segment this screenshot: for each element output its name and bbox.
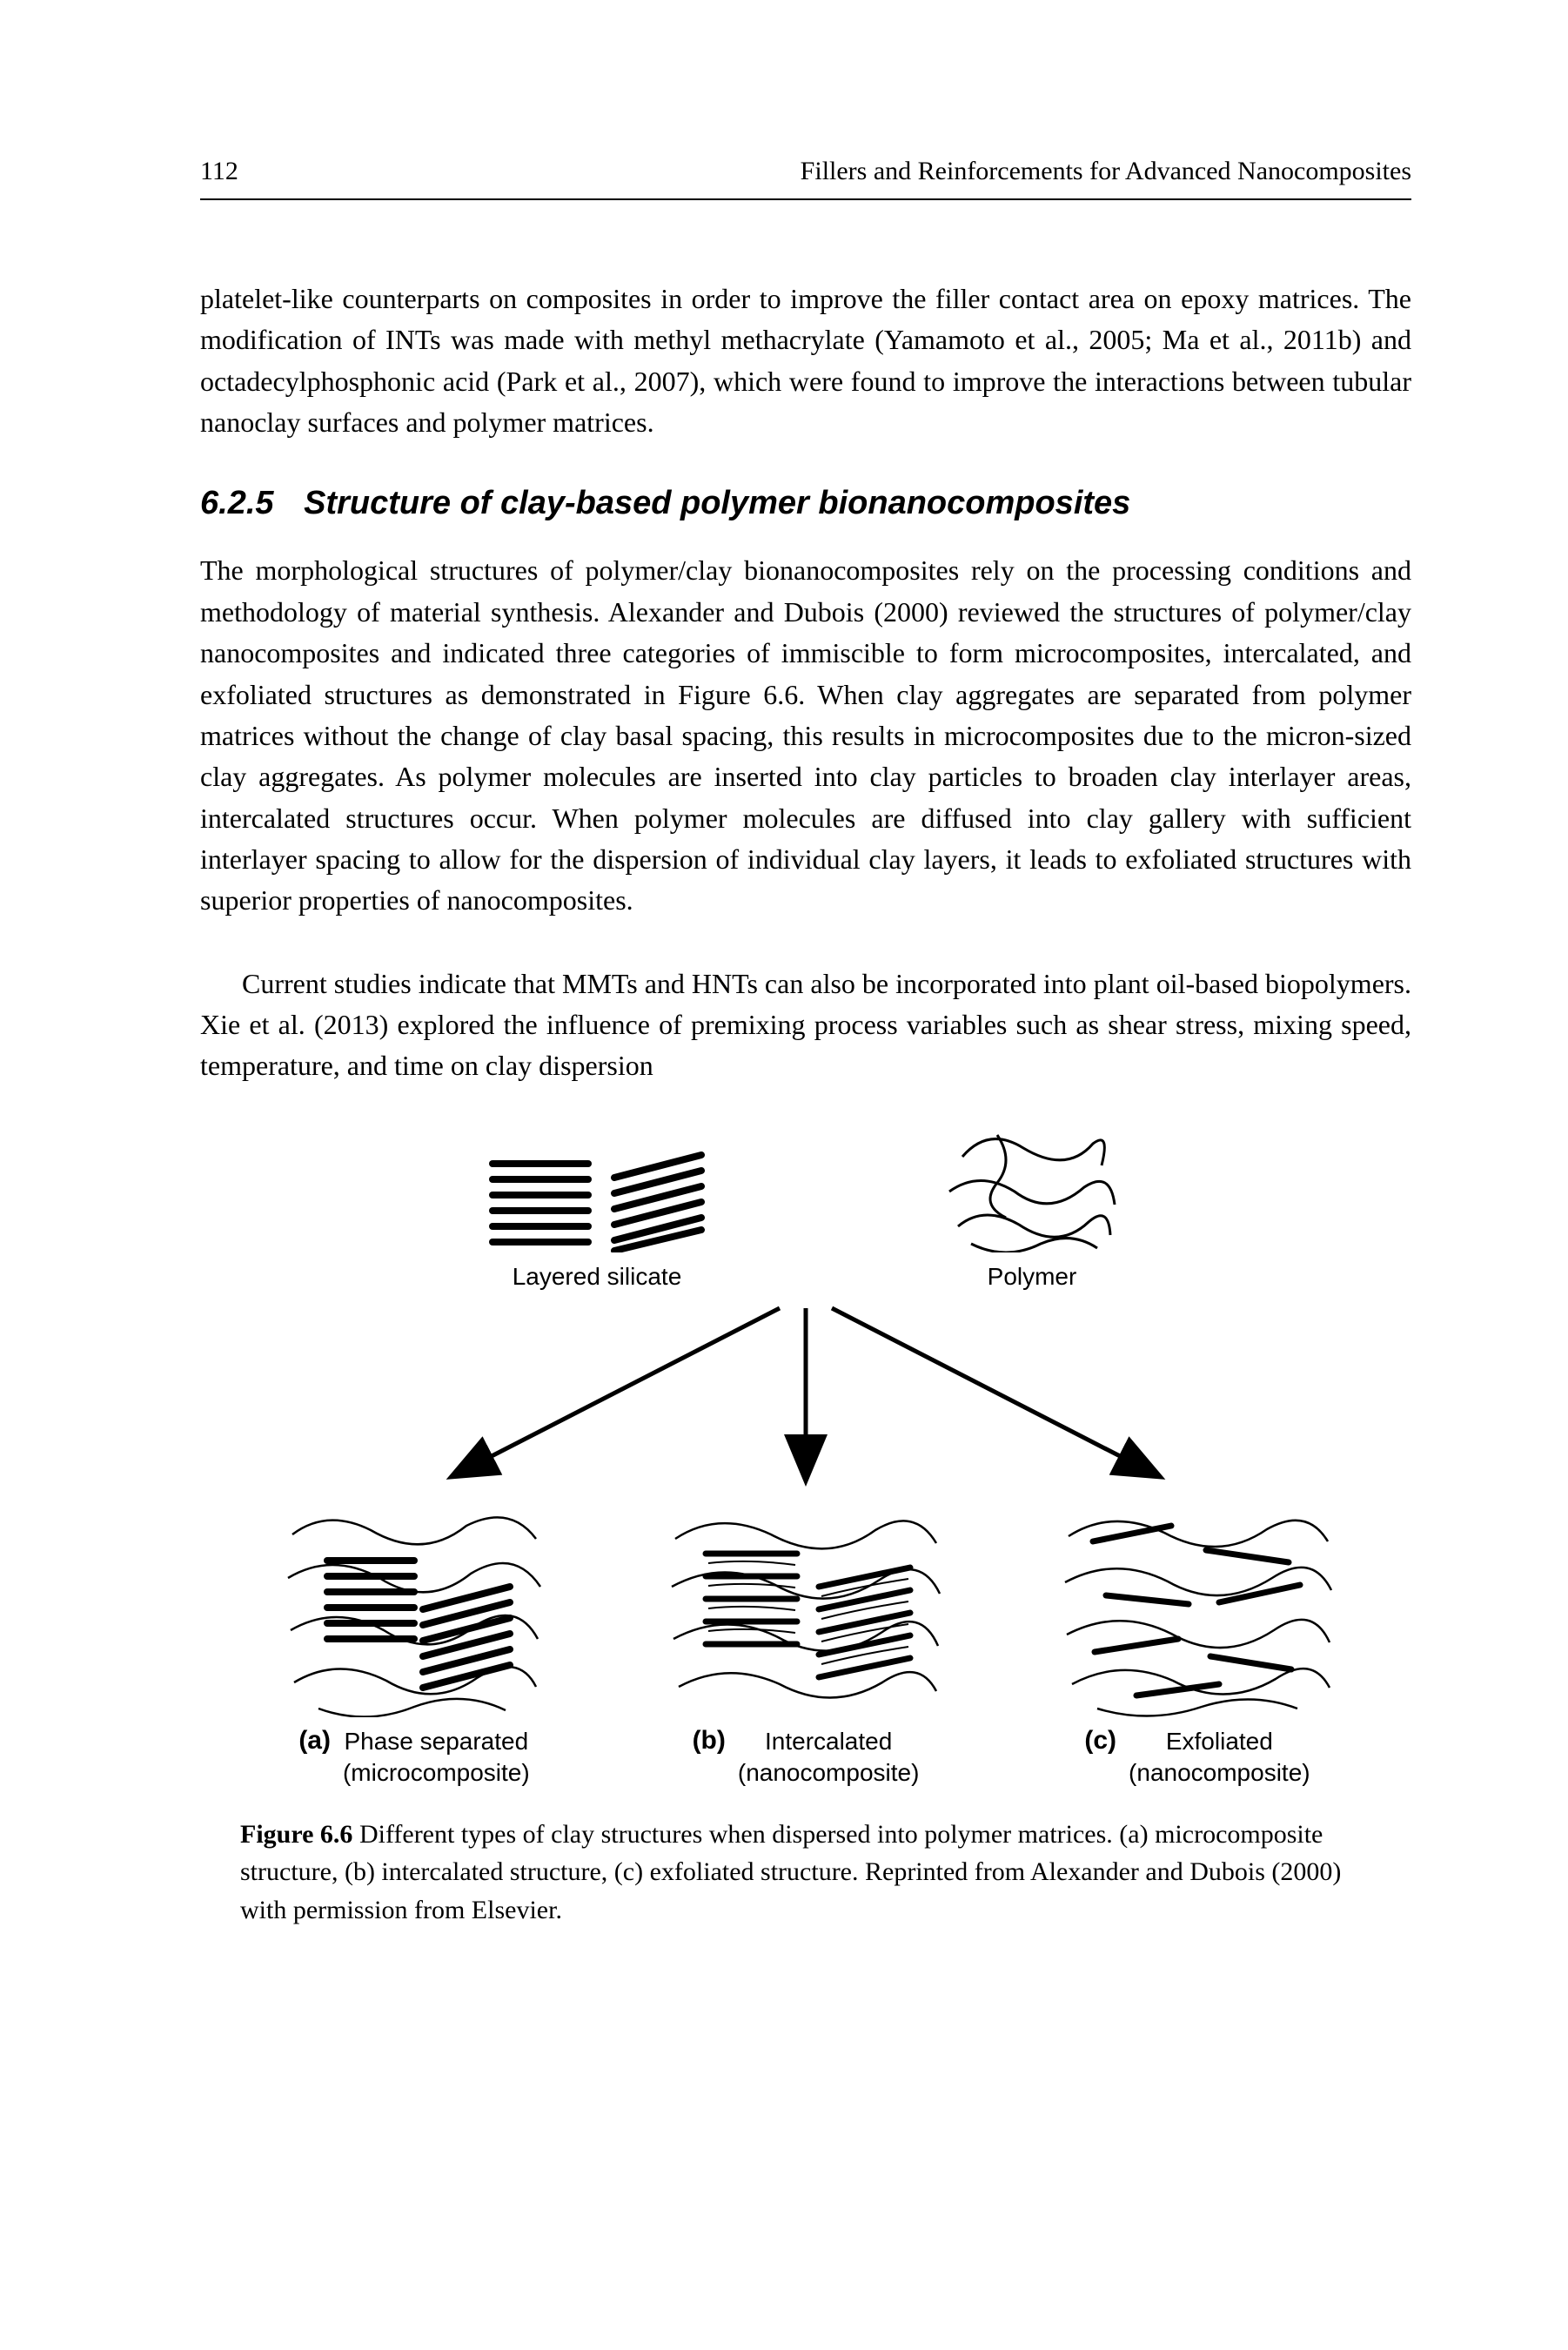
- running-header: 112 Fillers and Reinforcements for Advan…: [200, 157, 1411, 200]
- page-number: 112: [200, 157, 238, 186]
- figure-6-6: Layered silicate Polymer: [240, 1122, 1371, 1929]
- sub-c-line1: Exfoliated: [1129, 1726, 1310, 1757]
- sub-b: (b) Intercalated (nanocomposite): [632, 1500, 980, 1789]
- running-title: Fillers and Reinforcements for Advanced …: [801, 157, 1411, 186]
- sub-b-line1: Intercalated: [738, 1726, 920, 1757]
- layered-silicate-icon: [484, 1148, 710, 1252]
- section-title: Structure of clay-based polymer bionanoc…: [304, 485, 1130, 521]
- figure-bottom-row: (a) Phase separated (microcomposite): [240, 1500, 1371, 1789]
- figure-caption-number: Figure 6.6: [240, 1820, 352, 1849]
- section-number: 6.2.5: [200, 485, 274, 521]
- intercalated-icon: [667, 1500, 945, 1717]
- paragraph-1: platelet-like counterparts on composites…: [200, 279, 1411, 443]
- polymer-label: Polymer: [988, 1263, 1077, 1291]
- polymer-block: Polymer: [936, 1122, 1128, 1291]
- figure-top-row: Layered silicate Polymer: [240, 1122, 1371, 1291]
- phase-separated-icon: [284, 1500, 545, 1717]
- sub-c-letter: (c): [1084, 1726, 1116, 1756]
- sub-a-line2: (microcomposite): [343, 1757, 530, 1789]
- paragraph-3: Current studies indicate that MMTs and H…: [200, 964, 1411, 1087]
- page: 112 Fillers and Reinforcements for Advan…: [0, 0, 1568, 2350]
- sub-a: (a) Phase separated (microcomposite): [240, 1500, 588, 1789]
- paragraph-2: The morphological structures of polymer/…: [200, 550, 1411, 921]
- sub-a-line1: Phase separated: [343, 1726, 530, 1757]
- sub-a-letter: (a): [298, 1726, 331, 1756]
- sub-c-line2: (nanocomposite): [1129, 1757, 1310, 1789]
- exfoliated-icon: [1058, 1500, 1337, 1717]
- layered-silicate-label: Layered silicate: [513, 1263, 682, 1291]
- layered-silicate-block: Layered silicate: [484, 1148, 710, 1291]
- sub-b-line2: (nanocomposite): [738, 1757, 920, 1789]
- polymer-icon: [936, 1122, 1128, 1252]
- figure-caption-text: Different types of clay structures when …: [240, 1820, 1341, 1924]
- sub-c: (c) Exfoliated (nanocomposite): [1023, 1500, 1371, 1789]
- section-heading: 6.2.5 Structure of clay-based polymer bi…: [200, 485, 1411, 522]
- figure-caption: Figure 6.6 Different types of clay struc…: [240, 1816, 1371, 1930]
- figure-arrows: [240, 1299, 1371, 1491]
- sub-b-letter: (b): [693, 1726, 726, 1756]
